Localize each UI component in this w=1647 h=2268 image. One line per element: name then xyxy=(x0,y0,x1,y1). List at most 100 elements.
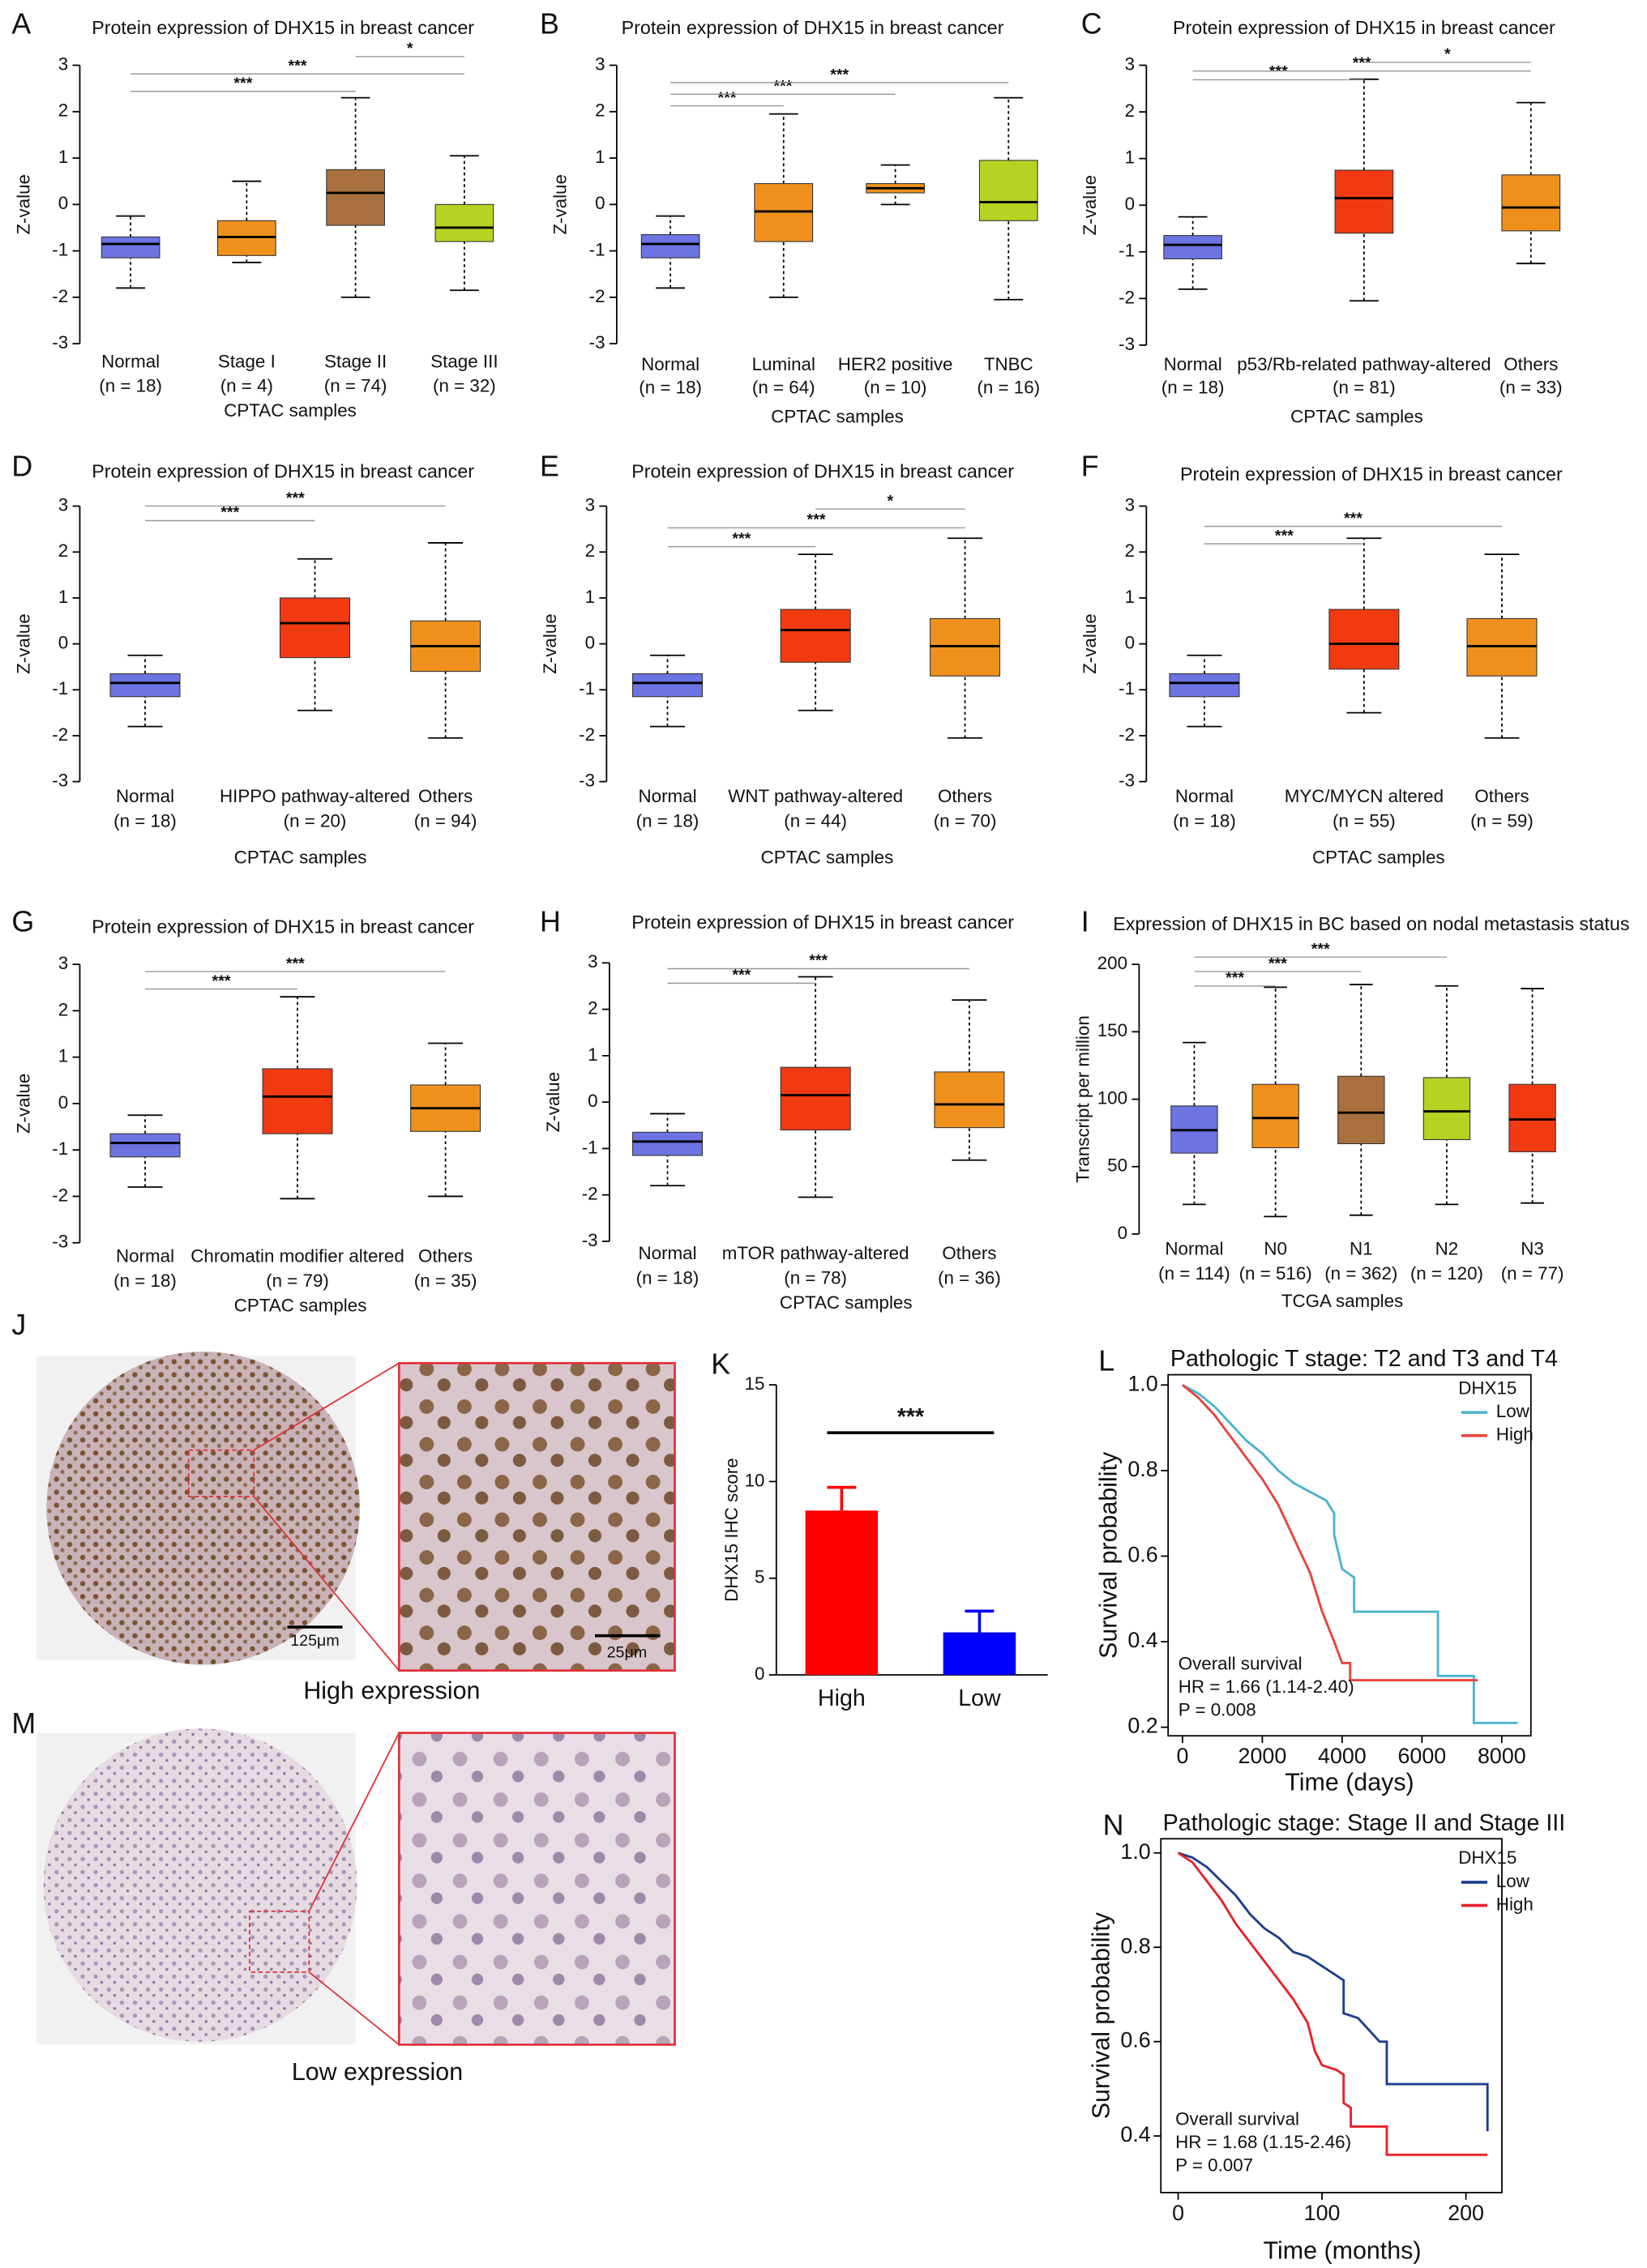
y-tick-label: 150 xyxy=(1097,1020,1127,1040)
plot-frame xyxy=(1160,1838,1503,2193)
x-tick-label: 0 xyxy=(1176,1744,1188,1768)
y-tick-label: 2 xyxy=(58,999,68,1019)
x-tick-label: mTOR pathway-altered xyxy=(722,1243,909,1263)
x-tick-label: 200 xyxy=(1448,2201,1484,2225)
chart-title: Protein expression of DHX15 in breast ca… xyxy=(631,912,1014,933)
significance-label: *** xyxy=(289,58,307,75)
legend-title: DHX15 xyxy=(1458,1847,1517,1868)
y-tick-label: 3 xyxy=(1125,494,1135,515)
y-tick-label: 3 xyxy=(1125,53,1135,74)
y-tick-label: 0 xyxy=(1125,633,1135,653)
y-tick-label: 2 xyxy=(588,997,597,1018)
box xyxy=(632,1131,704,1156)
panel-letter: H xyxy=(540,905,561,938)
x-tick-label: 6000 xyxy=(1398,1744,1447,1768)
n-label: (n = 55) xyxy=(1333,811,1396,831)
significance-label: * xyxy=(888,492,894,510)
y-tick-label: 2 xyxy=(1125,100,1135,121)
y-tick-label: 3 xyxy=(58,494,68,515)
y-tick-label: 3 xyxy=(585,494,595,515)
box xyxy=(1501,174,1561,232)
y-tick-label: -3 xyxy=(579,771,595,791)
legend-label: Low xyxy=(1496,1871,1530,1891)
box xyxy=(780,1066,851,1131)
panel-letter: D xyxy=(11,451,32,483)
y-axis-label: Z-value xyxy=(543,1072,563,1133)
caption: Low expression xyxy=(292,2058,463,2086)
box xyxy=(262,1068,333,1134)
panel-letter: G xyxy=(11,905,34,938)
significance-label: *** xyxy=(773,78,792,96)
y-tick-label: -3 xyxy=(589,332,605,352)
survival-curve xyxy=(1177,1852,1488,2156)
y-tick-label: 0 xyxy=(585,633,595,653)
panel-letter: N xyxy=(1103,1809,1124,1841)
chart-title: Protein expression of DHX15 in breast ca… xyxy=(1180,463,1563,485)
y-tick-label: 0 xyxy=(58,633,68,653)
significance-label: *** xyxy=(897,1404,925,1430)
annotation: HR = 1.66 (1.14-2.40) xyxy=(1179,1676,1354,1697)
x-axis-label: CPTAC samples xyxy=(780,1292,913,1313)
y-tick-label: 0 xyxy=(1118,1223,1127,1243)
chart-title: Pathologic T stage: T2 and T3 and T4 xyxy=(1170,1346,1558,1372)
zoom-box xyxy=(249,1910,310,1973)
x-tick-label: Normal xyxy=(639,1243,697,1263)
panel-letter: I xyxy=(1081,905,1089,938)
y-tick-label: 0.6 xyxy=(1120,2028,1150,2052)
survival-curve xyxy=(1182,1383,1518,1724)
y-tick-label: 3 xyxy=(588,951,597,972)
significance-label: * xyxy=(407,40,413,58)
y-tick-label: -2 xyxy=(579,724,595,745)
y-tick-label: 1 xyxy=(585,587,595,607)
bar xyxy=(805,1510,879,1676)
y-tick-label: -1 xyxy=(52,1138,68,1159)
chart-title: Protein expression of DHX15 in breast ca… xyxy=(1173,17,1555,38)
x-axis-label: CPTAC samples xyxy=(761,847,894,867)
x-axis-label: CPTAC samples xyxy=(1290,406,1423,426)
y-axis-label: Z-value xyxy=(13,174,33,235)
y-tick-label: 0 xyxy=(595,193,605,213)
y-axis-label: Z-value xyxy=(550,174,571,235)
panel-letter: M xyxy=(11,1707,36,1740)
x-tick-label: 100 xyxy=(1304,2201,1341,2225)
y-tick-label: -3 xyxy=(52,332,68,352)
panel-letter: E xyxy=(540,451,559,483)
panel-letter: F xyxy=(1081,451,1099,483)
x-axis-label: TCGA samples xyxy=(1281,1291,1403,1311)
y-tick-label: 0 xyxy=(1125,194,1135,214)
n-label: (n = 32) xyxy=(433,376,496,396)
y-axis-label: Survival probability xyxy=(1088,1911,1115,2119)
y-axis-label: Z-value xyxy=(540,613,560,674)
panel-letter: K xyxy=(711,1348,730,1380)
survival-curve xyxy=(1182,1384,1478,1681)
y-tick-label: 1 xyxy=(58,147,68,167)
chart-title: Pathologic stage: Stage II and Stage III xyxy=(1163,1810,1566,1836)
y-tick-label: -1 xyxy=(52,678,68,698)
y-tick-label: 10 xyxy=(745,1470,765,1490)
x-tick-label: Normal xyxy=(1164,354,1222,374)
n-label: (n = 35) xyxy=(414,1271,477,1291)
significance-label: *** xyxy=(1268,955,1287,972)
legend-label: Low xyxy=(1496,1401,1530,1421)
y-tick-label: 1.0 xyxy=(1120,1839,1150,1864)
box xyxy=(279,597,351,659)
y-tick-label: 2 xyxy=(595,100,605,121)
x-tick-label: MYC/MYCN altered xyxy=(1285,786,1444,806)
significance-label: *** xyxy=(1275,527,1294,545)
box xyxy=(101,236,160,258)
n-label: (n = 33) xyxy=(1499,378,1563,398)
y-tick-label: 50 xyxy=(1107,1155,1127,1176)
box xyxy=(1169,673,1240,698)
significance-label: *** xyxy=(732,967,751,985)
y-tick-label: 1.0 xyxy=(1127,1371,1157,1395)
x-tick-label: Normal xyxy=(101,351,160,371)
n-label: (n = 18) xyxy=(639,378,702,398)
x-tick-label: N3 xyxy=(1521,1239,1544,1259)
n-label: (n = 114) xyxy=(1158,1263,1230,1283)
n-label: (n = 70) xyxy=(934,811,997,831)
x-tick-label: Normal xyxy=(1175,786,1234,806)
annotation: Overall survival xyxy=(1179,1653,1303,1673)
n-label: (n = 18) xyxy=(1173,811,1236,831)
chart-title: Protein expression of DHX15 in breast ca… xyxy=(92,916,474,938)
x-tick-label: Others xyxy=(938,786,992,806)
